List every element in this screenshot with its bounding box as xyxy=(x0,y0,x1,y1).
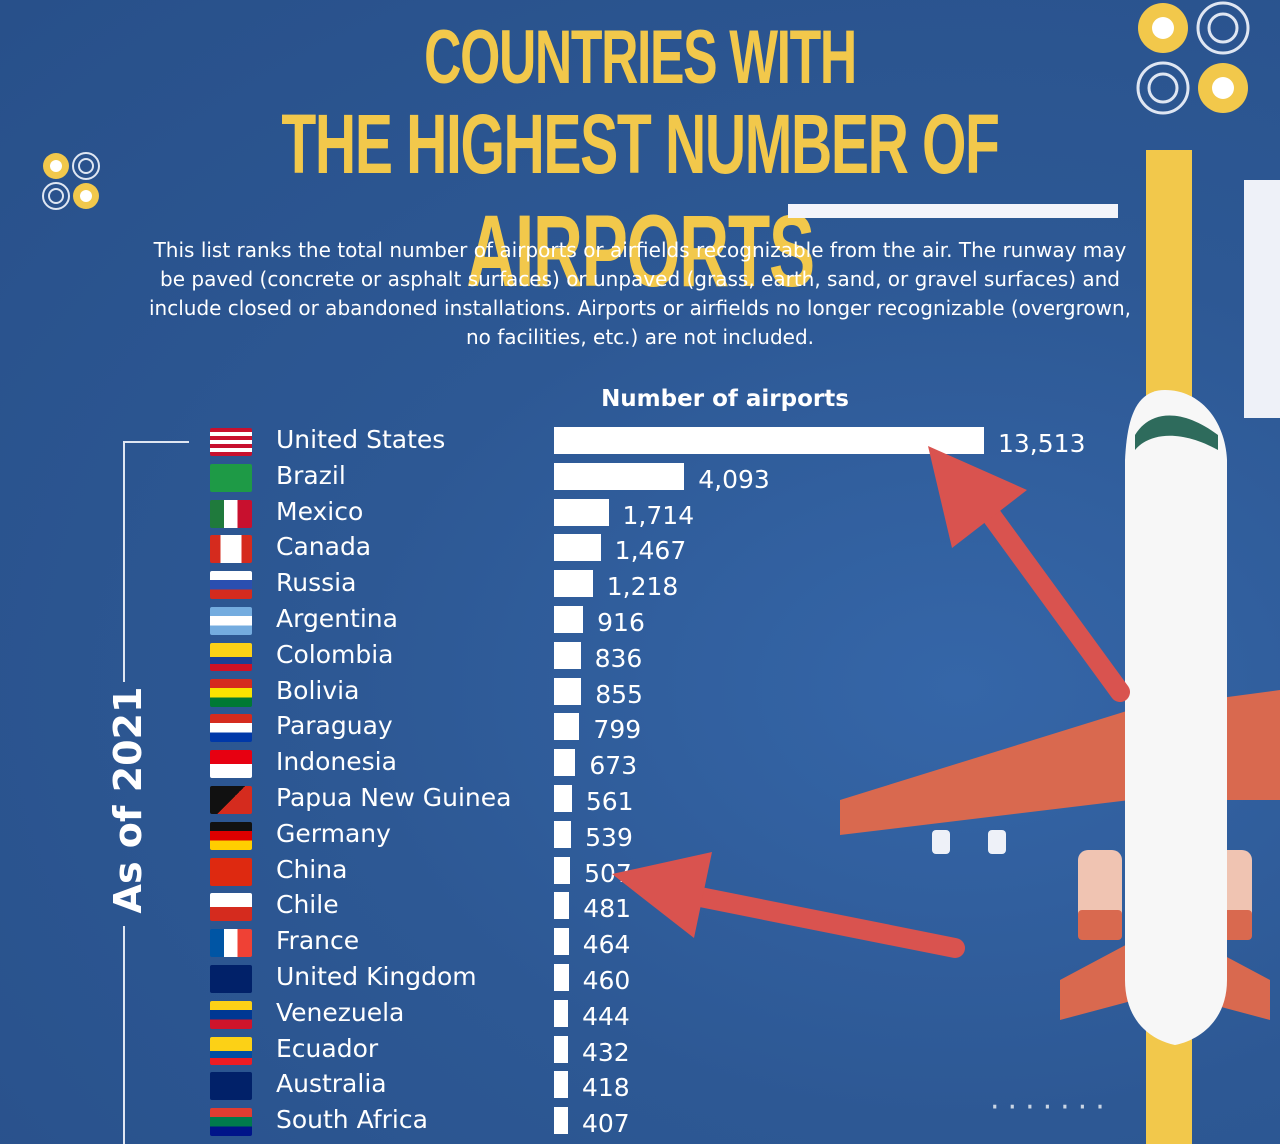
mexico-flag xyxy=(210,499,252,528)
country-label: France xyxy=(276,926,360,956)
bar xyxy=(554,606,584,633)
bolivia-flag xyxy=(210,678,252,707)
germany-flag xyxy=(210,821,252,850)
value-label: 418 xyxy=(582,1073,630,1103)
value-label: 407 xyxy=(582,1109,630,1139)
value-label: 4,093 xyxy=(698,464,770,494)
bar xyxy=(554,641,581,669)
bar xyxy=(554,856,571,884)
country-label: Papua New Guinea xyxy=(276,783,512,812)
chart-title-prefix: THE HIGHEST NUMBER OF xyxy=(281,97,1000,191)
value-label: 13,513 xyxy=(998,429,1086,458)
bar xyxy=(554,820,572,848)
ecuador-flag xyxy=(210,1036,252,1065)
bracket-line xyxy=(123,926,125,1144)
bar xyxy=(554,677,582,705)
country-label: United States xyxy=(276,425,446,454)
bar xyxy=(554,462,685,490)
value-label: 460 xyxy=(582,966,631,995)
country-label: Chile xyxy=(276,890,339,920)
value-label: 1,714 xyxy=(622,500,695,530)
brazil-flag xyxy=(210,463,252,492)
value-label: 464 xyxy=(582,930,631,960)
decorative-circles-icon xyxy=(1136,1,1250,115)
bar xyxy=(554,928,569,956)
arrow-to-united-states xyxy=(928,446,1130,702)
uk-flag xyxy=(210,965,252,993)
value-label: 673 xyxy=(589,751,638,781)
bar xyxy=(554,713,580,741)
bar xyxy=(554,892,570,920)
indonesia-flag xyxy=(210,750,252,779)
country-label: Brazil xyxy=(276,460,346,490)
bar xyxy=(554,749,576,777)
value-label: 561 xyxy=(585,787,634,816)
chile-flag xyxy=(210,893,252,922)
bar xyxy=(554,534,601,562)
country-label: Paraguay xyxy=(276,711,393,741)
china-flag xyxy=(210,857,252,886)
paraguay-flag xyxy=(210,714,252,743)
country-label: Russia xyxy=(276,568,357,598)
russia-flag xyxy=(210,571,252,600)
bar xyxy=(554,498,609,526)
value-label: 1,467 xyxy=(614,536,687,566)
australia-flag xyxy=(210,1072,252,1101)
bar xyxy=(554,785,572,812)
watermark: ······· xyxy=(990,1090,1113,1125)
country-label: Germany xyxy=(276,818,391,848)
bar xyxy=(554,1071,568,1099)
country-label: Venezuela xyxy=(276,997,405,1027)
bar xyxy=(554,1035,568,1063)
bar xyxy=(554,999,569,1027)
bar xyxy=(554,964,569,991)
value-label: 444 xyxy=(582,1001,630,1031)
country-label: Colombia xyxy=(276,639,394,669)
value-label: 481 xyxy=(583,894,632,924)
country-label: Australia xyxy=(276,1069,387,1099)
venezuela-flag xyxy=(210,1000,252,1029)
value-label: 432 xyxy=(582,1037,630,1067)
axis-title: Number of airports xyxy=(601,386,849,412)
france-flag xyxy=(210,929,252,958)
bar xyxy=(554,1107,568,1135)
papua-new-guinea-flag xyxy=(210,786,252,814)
bracket-tick xyxy=(123,441,189,443)
title-underline xyxy=(788,204,1118,218)
south-africa-flag xyxy=(210,1108,252,1137)
country-label: South Africa xyxy=(276,1105,428,1135)
value-label: 855 xyxy=(595,679,643,709)
country-label: Mexico xyxy=(276,496,364,526)
country-label: China xyxy=(276,854,348,884)
country-label: Argentina xyxy=(276,604,398,633)
colombia-flag xyxy=(210,642,252,671)
us-flag xyxy=(210,428,252,456)
decorative-bar xyxy=(1244,180,1280,418)
value-label: 836 xyxy=(594,643,643,673)
chart-title-line2: THE HIGHEST NUMBER OF AIRPORTS xyxy=(205,96,1075,310)
country-label: Bolivia xyxy=(276,675,360,705)
description: This list ranks the total number of airp… xyxy=(148,238,1132,349)
chart-title-line1: COUNTRIES WITH xyxy=(424,15,857,100)
country-label: Canada xyxy=(276,532,372,562)
value-label: 1,218 xyxy=(606,572,679,602)
argentina-flag xyxy=(210,607,252,635)
airplane-icon xyxy=(840,390,1280,1045)
bracket-line xyxy=(123,442,125,682)
chart-title-emphasis: AIRPORTS xyxy=(466,194,815,308)
decorative-circles-left-icon xyxy=(42,152,100,210)
country-label: United Kingdom xyxy=(276,962,477,991)
value-label: 916 xyxy=(597,608,645,637)
value-label: 799 xyxy=(593,715,642,745)
bar xyxy=(554,427,984,454)
country-label: Ecuador xyxy=(276,1033,379,1063)
value-label: 539 xyxy=(585,822,633,852)
bar xyxy=(554,570,593,598)
canada-flag xyxy=(210,535,252,564)
country-label: Indonesia xyxy=(276,747,397,777)
arrow-to-china xyxy=(612,852,965,958)
